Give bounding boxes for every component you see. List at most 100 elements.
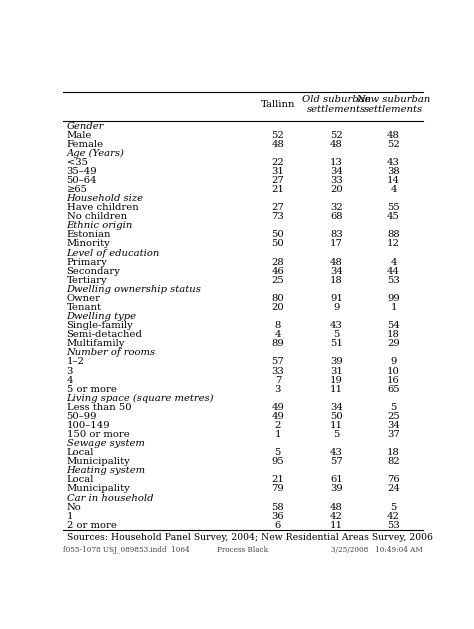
Text: 42: 42: [387, 511, 400, 521]
Text: 58: 58: [272, 503, 284, 511]
Text: 44: 44: [387, 267, 400, 276]
Text: Tertiary: Tertiary: [66, 276, 107, 285]
Text: Sewage system: Sewage system: [66, 439, 145, 448]
Text: Have children: Have children: [66, 203, 138, 212]
Text: Car in household: Car in household: [66, 494, 153, 503]
Text: Number of rooms: Number of rooms: [66, 348, 156, 357]
Text: 39: 39: [330, 357, 343, 367]
Text: 73: 73: [272, 212, 284, 221]
Text: 16: 16: [387, 376, 400, 384]
Text: 46: 46: [272, 267, 284, 276]
Text: 12: 12: [387, 240, 400, 248]
Text: 34: 34: [330, 403, 343, 412]
Text: 50–64: 50–64: [66, 176, 97, 185]
Text: Municipality: Municipality: [66, 457, 130, 466]
Text: 22: 22: [272, 158, 284, 167]
Text: Age (Years): Age (Years): [66, 148, 125, 158]
Text: 5 or more: 5 or more: [66, 385, 117, 394]
Text: 48: 48: [330, 503, 343, 511]
Text: 25: 25: [387, 412, 400, 421]
Text: 57: 57: [272, 357, 284, 367]
Text: 2 or more: 2 or more: [66, 521, 117, 530]
Text: 52: 52: [330, 131, 343, 140]
Text: 34: 34: [330, 267, 343, 276]
Text: 6: 6: [275, 521, 281, 530]
Text: Gender: Gender: [66, 121, 104, 131]
Text: 31: 31: [272, 167, 284, 176]
Text: 150 or more: 150 or more: [66, 430, 129, 439]
Text: Primary: Primary: [66, 258, 108, 267]
Text: New suburban
settlements: New suburban settlements: [356, 95, 431, 114]
Text: Minority: Minority: [66, 240, 110, 248]
Text: Secondary: Secondary: [66, 267, 120, 276]
Text: 9: 9: [391, 357, 397, 367]
Text: 49: 49: [272, 403, 284, 412]
Text: 83: 83: [330, 230, 343, 240]
Text: ≥65: ≥65: [66, 185, 88, 194]
Text: Male: Male: [66, 131, 92, 140]
Text: 5: 5: [333, 330, 340, 339]
Text: 1–2: 1–2: [66, 357, 84, 367]
Text: 43: 43: [330, 448, 343, 457]
Text: Process Black: Process Black: [218, 546, 268, 554]
Text: 33: 33: [272, 367, 284, 376]
Text: 25: 25: [272, 276, 284, 285]
Text: 1: 1: [390, 303, 397, 312]
Text: 51: 51: [330, 339, 343, 348]
Text: Estonian: Estonian: [66, 230, 111, 240]
Text: Semi-detached: Semi-detached: [66, 330, 143, 339]
Text: 10: 10: [387, 367, 400, 376]
Text: 3/25/2008   10:49:04 AM: 3/25/2008 10:49:04 AM: [331, 546, 423, 554]
Text: 52: 52: [272, 131, 284, 140]
Text: 54: 54: [387, 321, 400, 330]
Text: 88: 88: [387, 230, 400, 240]
Text: 8: 8: [274, 321, 281, 330]
Text: Multifamily: Multifamily: [66, 339, 125, 348]
Text: 14: 14: [387, 176, 400, 185]
Text: 38: 38: [387, 167, 400, 176]
Text: Living space (square metres): Living space (square metres): [66, 394, 214, 403]
Text: 57: 57: [330, 457, 343, 466]
Text: 43: 43: [387, 158, 400, 167]
Text: 27: 27: [272, 176, 284, 185]
Text: 43: 43: [330, 321, 343, 330]
Text: Local: Local: [66, 448, 94, 457]
Text: 80: 80: [272, 294, 284, 303]
Text: 48: 48: [272, 140, 284, 148]
Text: Tallinn: Tallinn: [261, 100, 295, 109]
Text: <35: <35: [66, 158, 88, 167]
Text: Old suburban
settlements: Old suburban settlements: [302, 95, 371, 114]
Text: 53: 53: [387, 521, 400, 530]
Text: 36: 36: [272, 511, 284, 521]
Text: 11: 11: [330, 521, 343, 530]
Text: Single-family: Single-family: [66, 321, 133, 330]
Text: 5: 5: [333, 430, 340, 439]
Text: 53: 53: [387, 276, 400, 285]
Text: 4: 4: [66, 376, 73, 384]
Text: 3: 3: [66, 367, 73, 376]
Text: 4: 4: [274, 330, 281, 339]
Text: 9: 9: [333, 303, 340, 312]
Text: 48: 48: [330, 140, 343, 148]
Text: 68: 68: [330, 212, 343, 221]
Text: 5: 5: [274, 448, 281, 457]
Text: 42: 42: [330, 511, 343, 521]
Text: 89: 89: [272, 339, 284, 348]
Text: 1: 1: [66, 511, 73, 521]
Text: Municipality: Municipality: [66, 484, 130, 494]
Text: Less than 50: Less than 50: [66, 403, 131, 412]
Text: 21: 21: [272, 185, 284, 194]
Text: 65: 65: [387, 385, 400, 394]
Text: 82: 82: [387, 457, 400, 466]
Text: 28: 28: [272, 258, 284, 267]
Text: 4: 4: [390, 185, 397, 194]
Text: f055-1078 USJ_089853.indd  1064: f055-1078 USJ_089853.indd 1064: [63, 546, 190, 554]
Text: 79: 79: [272, 484, 284, 494]
Text: 34: 34: [387, 421, 400, 430]
Text: 100–149: 100–149: [66, 421, 110, 430]
Text: Ethnic origin: Ethnic origin: [66, 221, 133, 230]
Text: 18: 18: [387, 448, 400, 457]
Text: 4: 4: [390, 258, 397, 267]
Text: Female: Female: [66, 140, 104, 148]
Text: 33: 33: [330, 176, 343, 185]
